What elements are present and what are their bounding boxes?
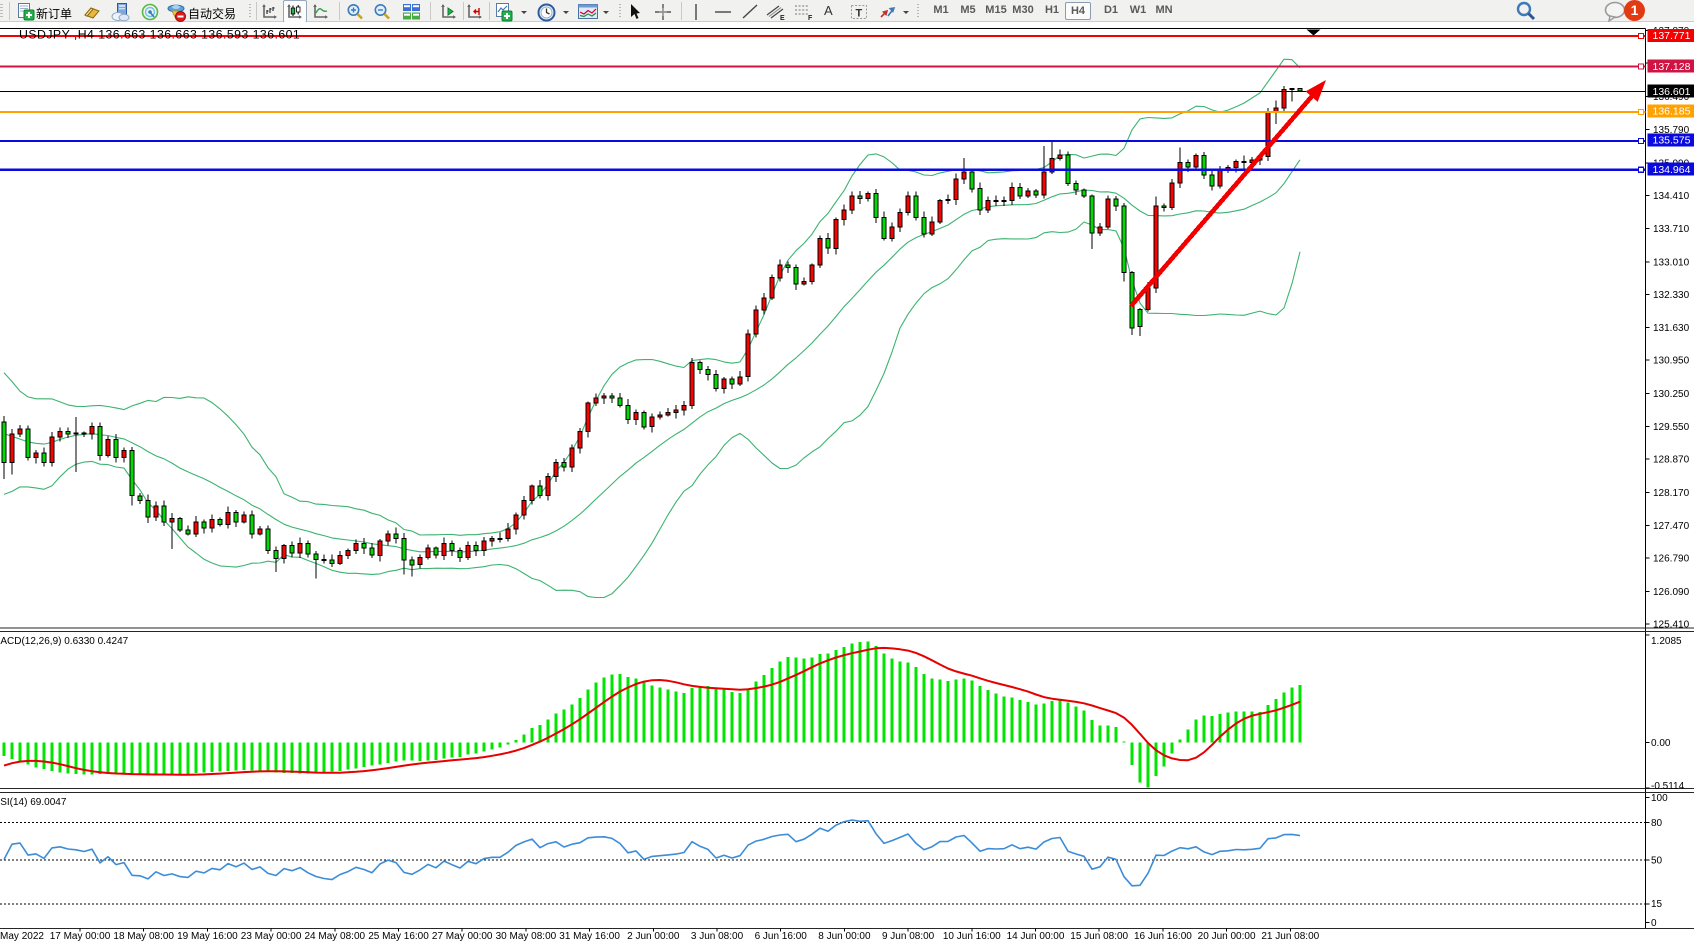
svg-text:1.2085: 1.2085 [1651, 636, 1682, 647]
svg-text:127.470: 127.470 [1653, 521, 1690, 532]
svg-text:8 Jun 00:00: 8 Jun 00:00 [818, 931, 871, 942]
svg-text:137.128: 137.128 [1653, 61, 1691, 73]
svg-text:128.170: 128.170 [1653, 488, 1690, 499]
svg-text:125.410: 125.410 [1653, 619, 1690, 630]
svg-text:136.185: 136.185 [1653, 106, 1691, 118]
svg-text:14 Jun 00:00: 14 Jun 00:00 [1007, 931, 1065, 942]
svg-text:19 May 16:00: 19 May 16:00 [177, 931, 238, 942]
svg-text:31 May 16:00: 31 May 16:00 [559, 931, 620, 942]
svg-text:128.870: 128.870 [1653, 455, 1690, 466]
svg-text:F: F [808, 15, 813, 21]
svg-text:30 May 08:00: 30 May 08:00 [496, 931, 557, 942]
svg-text:24 May 08:00: 24 May 08:00 [304, 931, 365, 942]
svg-text:15 Jun 08:00: 15 Jun 08:00 [1070, 931, 1128, 942]
svg-text:0: 0 [1651, 918, 1657, 929]
svg-text:137.771: 137.771 [1653, 30, 1691, 42]
svg-text:-0.5114: -0.5114 [1651, 781, 1685, 792]
svg-text:23 May 00:00: 23 May 00:00 [241, 931, 302, 942]
svg-text:130.950: 130.950 [1653, 356, 1690, 367]
svg-text:27 May 00:00: 27 May 00:00 [432, 931, 493, 942]
svg-text:0.00: 0.00 [1651, 738, 1671, 749]
svg-text:6 Jun 16:00: 6 Jun 16:00 [755, 931, 808, 942]
svg-text:100: 100 [1651, 793, 1668, 804]
svg-text:USDJPY ,H4 136.663 136.663 13: USDJPY ,H4 136.663 136.663 136.593 136.6… [19, 27, 300, 41]
svg-text:3 Jun 08:00: 3 Jun 08:00 [691, 931, 744, 942]
svg-text:9 Jun 08:00: 9 Jun 08:00 [882, 931, 935, 942]
svg-text:May 2022: May 2022 [0, 931, 44, 942]
svg-text:131.630: 131.630 [1653, 323, 1690, 334]
svg-text:126.090: 126.090 [1653, 587, 1690, 598]
svg-text:80: 80 [1651, 818, 1663, 829]
svg-text:135.575: 135.575 [1653, 135, 1691, 147]
svg-text:133.010: 133.010 [1653, 258, 1690, 269]
svg-text:129.550: 129.550 [1653, 422, 1690, 433]
svg-text:134.410: 134.410 [1653, 191, 1690, 202]
svg-text:133.710: 133.710 [1653, 224, 1690, 235]
svg-text:E: E [780, 15, 785, 21]
svg-text:136.601: 136.601 [1653, 86, 1691, 98]
svg-text:2 Jun 00:00: 2 Jun 00:00 [627, 931, 680, 942]
svg-text:18 May 08:00: 18 May 08:00 [113, 931, 174, 942]
svg-text:134.964: 134.964 [1653, 164, 1691, 176]
svg-text:16 Jun 16:00: 16 Jun 16:00 [1134, 931, 1192, 942]
svg-text:126.790: 126.790 [1653, 554, 1690, 565]
svg-text:MACD(12,26,9) 0.6330 0.4247: MACD(12,26,9) 0.6330 0.4247 [0, 636, 129, 647]
svg-text:17 May 00:00: 17 May 00:00 [50, 931, 111, 942]
svg-text:130.250: 130.250 [1653, 389, 1690, 400]
svg-text:132.330: 132.330 [1653, 290, 1690, 301]
svg-text:10 Jun 16:00: 10 Jun 16:00 [943, 931, 1001, 942]
svg-text:15: 15 [1651, 899, 1663, 910]
svg-text:21 Jun 08:00: 21 Jun 08:00 [1261, 931, 1319, 942]
svg-text:25 May 16:00: 25 May 16:00 [368, 931, 429, 942]
svg-text:20 Jun 00:00: 20 Jun 00:00 [1198, 931, 1256, 942]
svg-text:T: T [856, 8, 863, 20]
svg-text:RSI(14) 69.0047: RSI(14) 69.0047 [0, 797, 67, 808]
svg-text:50: 50 [1651, 856, 1663, 867]
